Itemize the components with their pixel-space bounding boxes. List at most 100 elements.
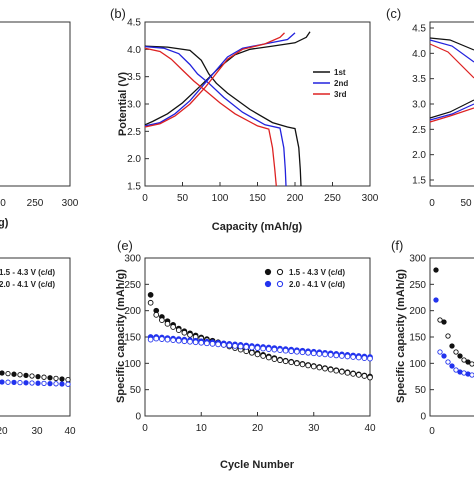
panel-d-points [0,370,71,387]
panel-e-ytick-label: 300 [124,254,141,265]
panel-f-point-blue [453,367,459,373]
panel-f-xtick-0: 0 [429,426,435,437]
panel-f-point-black [465,359,471,365]
panel-e-point-blue-discharge [282,347,289,354]
panel-b-xtick-label: 0 [142,193,148,204]
panel-d: 1.5 - 4.3 V (c/d) 2.0 - 4.1 V (c/d) 20 30… [0,257,76,437]
panel-d-point-black [17,372,23,378]
panel-d-point-blue [29,380,35,386]
panel-e-point-black-discharge [327,366,334,373]
panel-c-curve-3 [429,99,474,119]
panel-e-point-black-discharge [367,374,373,381]
panel-a-xtick-2: 300 [62,198,79,209]
panel-e-point-black-discharge [271,356,278,362]
panel-e-ytick-label: 100 [124,359,141,370]
panel-f-ytick-label: 100 [409,359,426,370]
panel-f-point-blue [437,349,443,355]
panel-f-point-blue [441,353,447,359]
panel-b-xtick-label: 200 [287,193,304,204]
panel-c-xtick-1: 50 [460,198,472,209]
panel-c-curve-1 [429,39,474,63]
panel-c-tag: (c) [386,6,401,21]
panel-f-point-black [441,319,447,325]
panel-e-xtick-label: 40 [364,423,376,434]
panel-f-point-blue [449,363,455,369]
panel-e-point-blue-discharge [333,352,340,359]
panel-e-ylabel: Specific capacity (mAh/g) [115,269,127,403]
panel-f-points [433,267,474,378]
panel-f-point-black [437,317,443,323]
panel-b-axes: 0 50 100 150 200 250 300 1.5 2.0 2.5 3.0 3.5 4.0 4.5 [127,18,379,205]
panel-e-point-black-discharge [288,359,295,366]
panel-e-point-blue-discharge [305,349,311,356]
panel-b-xtick-label: 100 [212,193,229,204]
panel-c-ytick-label: 4.5 [412,24,426,35]
panel-e-ytick-label: 150 [124,333,141,344]
panel-e-legend-filled-marker [264,268,272,276]
panel-e-tag: (e) [117,238,133,253]
panel-e-point-blue-discharge [170,337,176,344]
panel-c-xtick-0: 0 [429,198,435,209]
panel-e-point-black-discharge [305,362,311,369]
panel-b-frame [144,21,371,187]
panel-e-legend-filled-marker [264,280,272,288]
panel-e-point-black-discharge [153,312,160,318]
panel-f-point-blue [469,372,474,378]
panel-a-xtick-1: 250 [27,198,44,209]
panel-e-point-blue-discharge [237,343,244,350]
panel-d-point-blue [5,379,11,385]
panel-d-point-blue [0,379,5,385]
panel-d-legend: 1.5 - 4.3 V (c/d) 2.0 - 4.1 V (c/d) [0,268,55,289]
panel-d-point-black [23,372,29,379]
panel-e-ytick-label: 50 [130,385,142,396]
panel-e-point-black-charge [147,292,154,298]
panel-a-xtick-0: 0 [0,198,6,209]
panel-f: (f) 300 250 200 150 100 50 0 0 Specific capaci… [391,238,474,437]
panel-f-point-black [433,267,439,273]
panel-e-legend: 1.5 - 4.3 V (c/d) 2.0 - 4.1 V (c/d) [264,268,345,289]
panel-c-curve-5 [429,107,474,123]
panel-f-point-black [457,353,463,359]
panel-f-yticks: 300 250 200 150 100 50 0 [409,254,434,423]
panel-c-ytick-label: 2.5 [412,125,426,136]
panel-e-point-blue-discharge [350,354,356,360]
panel-e-point-black-discharge [316,364,323,371]
panel-f-point-black [469,361,474,367]
panel-d-point-blue [23,380,29,386]
panel-b-ytick-label: 3.5 [127,72,141,83]
panel-b-xtick-label: 250 [324,193,341,204]
panel-e-point-black-discharge [159,317,165,323]
panel-e-point-blue-discharge [243,344,250,350]
panel-b-ytick-label: 2.5 [127,127,141,138]
panel-e-point-black-discharge [187,332,193,338]
panel-e-point-black-discharge [175,327,182,334]
panel-d-point-black [53,375,59,382]
panel-e-point-black-discharge [355,372,362,378]
panel-e-point-blue-discharge [339,353,345,359]
panel-d-point-black [47,375,53,381]
panel-d-point-blue [17,379,23,386]
panel-f-tag: (f) [391,238,403,253]
panel-e: (e) 0 10 20 30 40 0 50 100 150 200 250 300 1.5 - 4.… [115,238,376,471]
panel-d-xtick-1: 30 [31,426,43,437]
panel-e-point-blue-discharge [204,340,210,347]
panel-e-legend-open-marker [276,280,284,288]
panel-e-point-blue-discharge [367,355,373,362]
panel-e-point-black-discharge [181,329,188,336]
panel-f-point-black [449,343,455,349]
panel-b-legend-label-1st: 1st [334,68,346,77]
panel-e-point-blue-discharge [322,351,328,358]
panel-d-point-black [0,370,5,376]
panel-e-point-blue-discharge [254,345,261,351]
panel-e-point-black-discharge [339,368,345,375]
panel-b: (b) 0 50 100 150 200 250 300 1.5 2.0 2.5 3.0 3.5 4.0… [110,6,379,233]
panel-d-point-black [11,371,17,377]
panel-d-point-black [29,373,35,379]
panel-c-curve-2 [429,43,474,79]
panel-c: (c) 4.5 4.0 3.5 3.0 2.5 2.0 1.5 0 50 [386,6,474,209]
panel-e-point-black-discharge [322,365,328,372]
panel-f-point-blue [445,359,451,365]
panel-e-point-blue-discharge [147,336,154,343]
panel-b-xtick-label: 150 [249,193,266,204]
panel-e-point-blue-discharge [277,347,283,354]
